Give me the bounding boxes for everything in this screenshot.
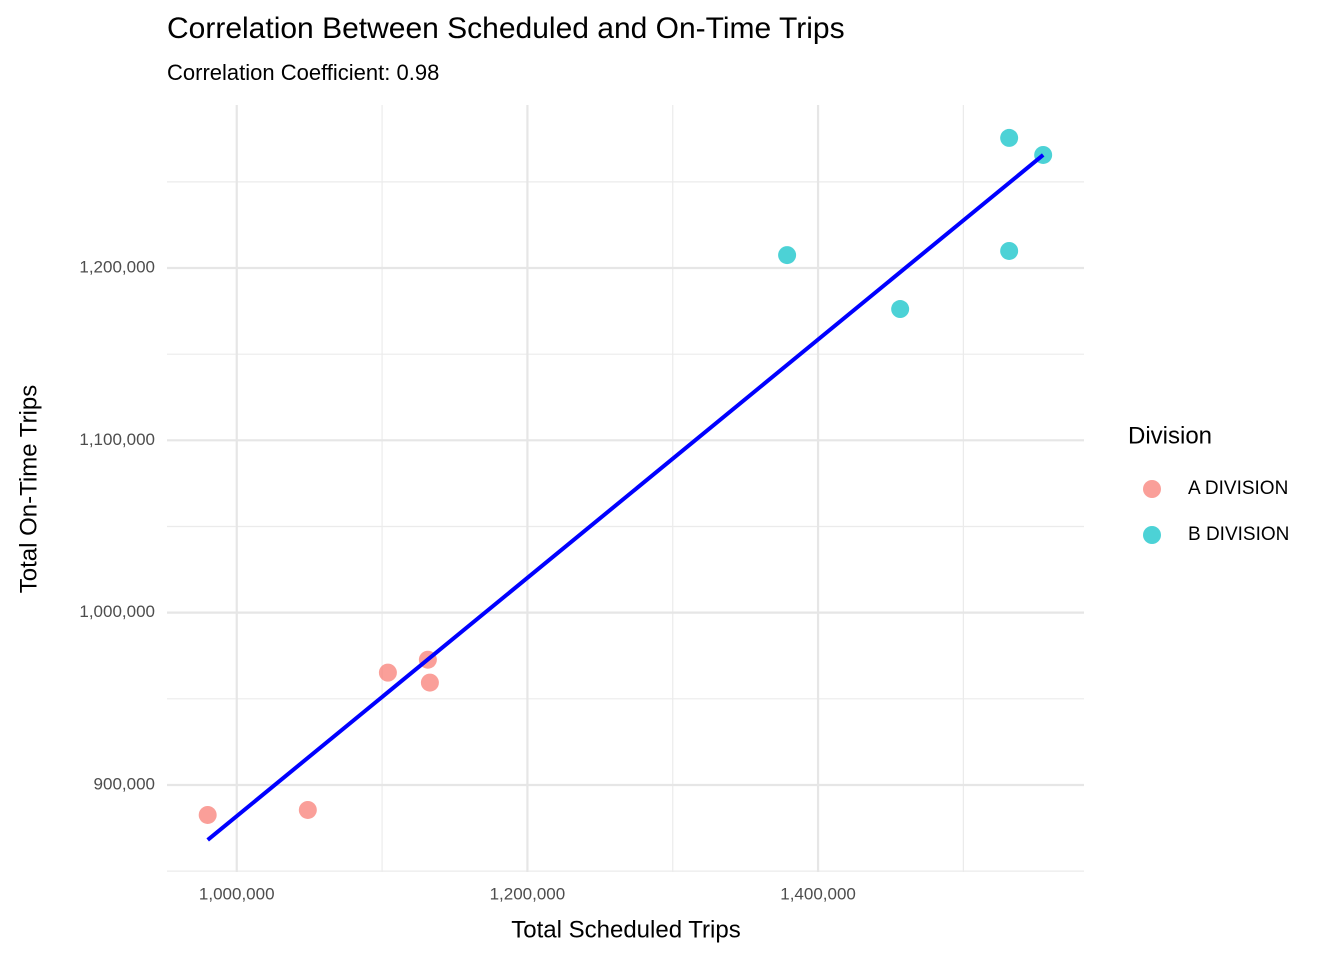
x-tick-label: 1,400,000 [780,884,856,903]
legend-marker [1143,480,1161,498]
point [1000,128,1019,147]
grid [167,105,1084,872]
y-axis-title: Total On-Time Trips [15,385,42,594]
x-axis-title: Total Scheduled Trips [511,916,740,943]
trend-line [206,153,1045,842]
x-tick-label: 1,200,000 [490,884,566,903]
y-tick-label: 1,200,000 [79,257,155,276]
point [298,800,317,819]
point [198,805,217,824]
y-tick-label: 1,100,000 [79,430,155,449]
point [891,300,910,319]
legend-label: B DIVISION [1188,524,1289,545]
point [420,673,439,692]
x-tick-label: 1,000,000 [199,884,275,903]
y-tick-label: 1,000,000 [79,602,155,621]
plot-area [198,128,1053,842]
point [1000,241,1019,260]
legend-label: A DIVISION [1188,478,1288,499]
chart-title: Correlation Between Scheduled and On-Tim… [167,12,845,45]
point [778,246,797,265]
y-tick-label: 900,000 [94,774,155,793]
chart-subtitle: Correlation Coefficient: 0.98 [167,60,439,85]
legend-marker [1143,526,1161,544]
legend-title: Division [1128,422,1212,449]
point [378,663,397,682]
